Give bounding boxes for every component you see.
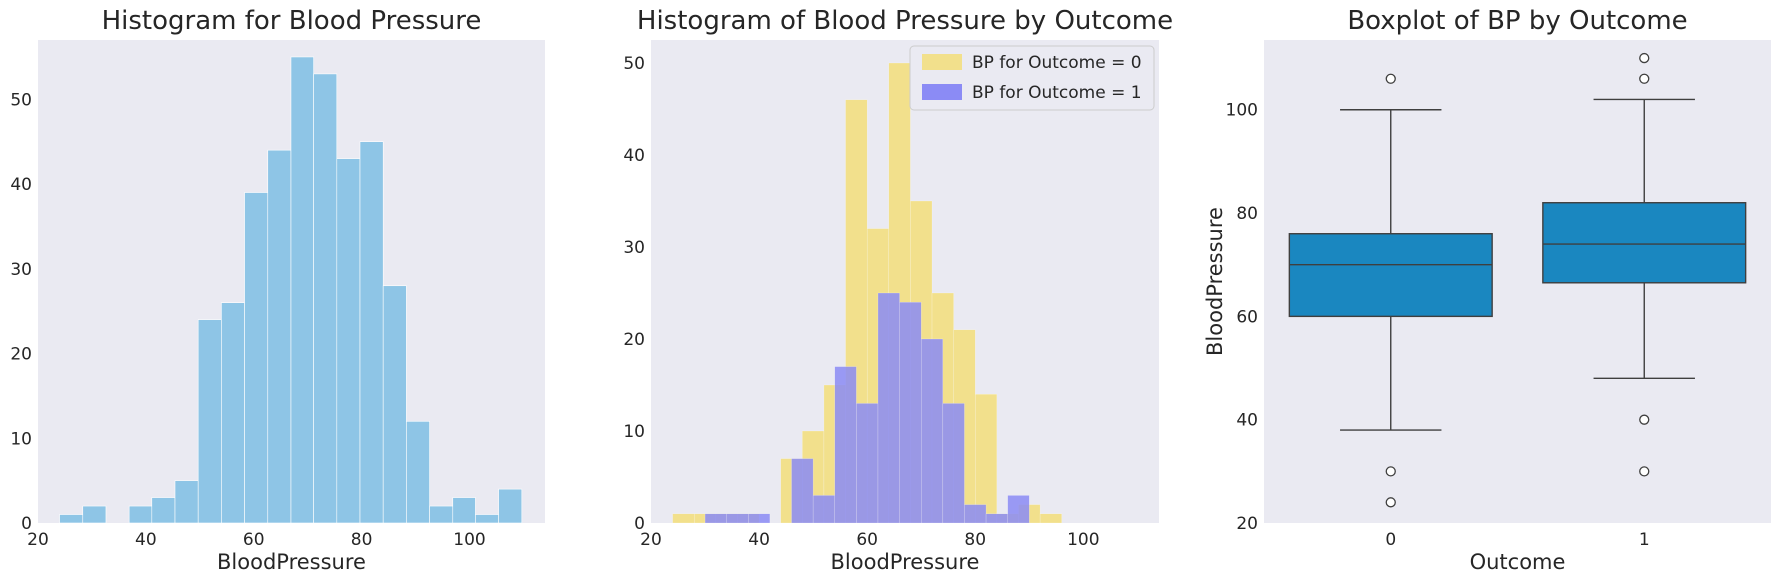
- y-tick-label: 30: [623, 238, 645, 258]
- x-tick-label: 100: [453, 530, 485, 550]
- histogram-bar-outcome-1: [834, 366, 857, 524]
- box-flier: [1639, 466, 1650, 477]
- histogram-bar: [382, 285, 407, 524]
- legend-label-outcome-1: BP for Outcome = 1: [972, 83, 1142, 103]
- y-tick-label: 20: [623, 330, 645, 350]
- panel-histogram-by-outcome: 20 40 60 80 100 0 10 20 30 40 50 Histogram of Bloo…: [623, 6, 1173, 574]
- x-tick-label: 0: [1385, 530, 1396, 550]
- y-tick-label: 10: [623, 422, 645, 442]
- y-tick-label: 10: [10, 429, 32, 449]
- histogram-bar-outcome-1: [726, 513, 749, 524]
- box-flier: [1385, 497, 1396, 508]
- histogram-bar: [197, 319, 222, 524]
- y-tick-label: 50: [623, 54, 645, 74]
- legend-swatch-outcome-0: [922, 54, 962, 70]
- histogram-bar: [406, 421, 430, 524]
- y-tick-label: 20: [1236, 514, 1258, 534]
- y-tick-label: 40: [623, 146, 645, 166]
- x-tick-label: 20: [27, 530, 49, 550]
- bars-2: [672, 62, 1062, 524]
- histogram-bar: [498, 488, 523, 524]
- histogram-bar-outcome-1: [942, 403, 965, 524]
- chart-title-1: Histogram for Blood Pressure: [102, 6, 482, 36]
- histogram-bar: [452, 497, 476, 524]
- x-tick-label: 20: [640, 530, 662, 550]
- histogram-bar-outcome-0: [975, 394, 998, 524]
- y-axis-label-3: BloodPressure: [1203, 207, 1227, 356]
- bars-1: [59, 56, 523, 524]
- box-flier: [1639, 414, 1650, 425]
- legend-label-outcome-0: BP for Outcome = 0: [972, 53, 1142, 73]
- histogram-bar: [359, 141, 384, 524]
- histogram-bar-outcome-1: [791, 458, 814, 524]
- x-tick-label: 40: [135, 530, 157, 550]
- histogram-bar: [174, 480, 199, 524]
- histogram-bar: [336, 158, 361, 524]
- ticks-1: 20 40 60 80 100 0 10 20 30 40 50: [10, 90, 485, 550]
- histogram-bar-outcome-1: [856, 403, 879, 524]
- histogram-bar-outcome-1: [812, 495, 835, 524]
- histogram-bar: [290, 56, 314, 524]
- x-tick-label: 40: [748, 530, 770, 550]
- box-iqr: [1288, 233, 1493, 318]
- legend-frame: [909, 45, 1155, 111]
- chart-title-2: Histogram of Blood Pressure by Outcome: [637, 6, 1173, 36]
- x-tick-label: 100: [1067, 530, 1099, 550]
- ticks-2: 20 40 60 80 100 0 10 20 30 40 50: [623, 54, 1099, 550]
- y-tick-label: 60: [1236, 307, 1258, 327]
- histogram-bar: [128, 505, 153, 524]
- histogram-bar-outcome-1: [899, 302, 922, 524]
- x-axis-label-1: BloodPressure: [217, 550, 366, 574]
- y-tick-label: 0: [634, 514, 645, 534]
- y-tick-label: 0: [21, 514, 32, 534]
- y-tick-label: 20: [10, 345, 32, 365]
- x-tick-label: 60: [856, 530, 878, 550]
- y-tick-label: 50: [10, 90, 32, 110]
- histogram-bar-outcome-1: [964, 504, 987, 524]
- histogram-bar-outcome-1: [985, 513, 1008, 524]
- x-tick-label: 60: [243, 530, 265, 550]
- y-tick-label: 40: [1236, 411, 1258, 431]
- histogram-bar: [429, 505, 454, 524]
- box-flier: [1639, 52, 1650, 64]
- histogram-bar-outcome-0: [672, 513, 695, 524]
- boxes-3: [1288, 52, 1747, 508]
- histogram-bar: [82, 505, 107, 524]
- histogram-bar: [313, 73, 338, 524]
- box-iqr: [1542, 202, 1747, 284]
- y-tick-label: 80: [1236, 204, 1258, 224]
- box-flier: [1385, 466, 1396, 477]
- histogram-bar: [221, 302, 245, 524]
- y-tick-label: 100: [1226, 101, 1258, 121]
- chart-title-3: Boxplot of BP by Outcome: [1347, 6, 1687, 36]
- histogram-bar-outcome-1: [877, 292, 900, 524]
- histogram-bar-outcome-1: [921, 338, 944, 524]
- histogram-bar-outcome-1: [704, 513, 727, 524]
- histogram-bar: [244, 192, 269, 524]
- histogram-bar-outcome-0: [1039, 513, 1062, 524]
- y-tick-label: 30: [10, 260, 32, 280]
- histogram-bar: [151, 497, 176, 524]
- x-tick-label: 1: [1639, 530, 1650, 550]
- ticks-3: 0 1 20 40 60 80 100: [1226, 101, 1650, 550]
- histogram-bar: [475, 514, 499, 524]
- histogram-bar-outcome-1: [1007, 495, 1030, 524]
- histogram-bar: [59, 514, 84, 524]
- legend-swatch-outcome-1: [922, 84, 962, 100]
- x-axis-label-3: Outcome: [1470, 550, 1566, 574]
- x-tick-label: 80: [964, 530, 986, 550]
- panel-boxplot: 0 1 20 40 60 80 100 Boxplot of BP by Outcome O…: [1203, 6, 1771, 574]
- box-flier: [1385, 73, 1396, 84]
- x-axis-label-2: BloodPressure: [831, 550, 980, 574]
- histogram-bar-outcome-1: [748, 513, 771, 524]
- x-tick-label: 80: [351, 530, 373, 550]
- box-flier: [1639, 73, 1650, 84]
- legend: BP for Outcome = 0 BP for Outcome = 1: [909, 45, 1155, 111]
- histogram-bar: [267, 149, 292, 524]
- y-tick-label: 40: [10, 175, 32, 195]
- panel-histogram-bp: 20 40 60 80 100 0 10 20 30 40 50 Histogram for Blo…: [10, 6, 545, 574]
